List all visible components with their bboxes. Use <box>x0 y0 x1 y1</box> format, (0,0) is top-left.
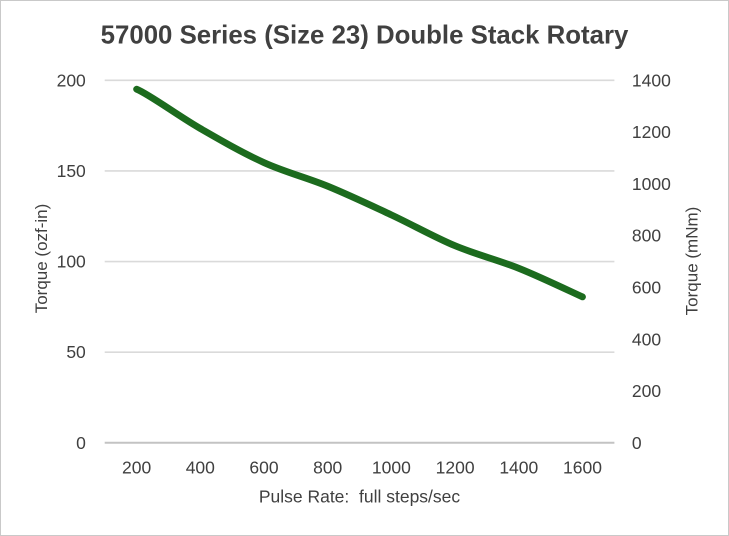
svg-text:Pulse Rate: full steps/sec: Pulse Rate: full steps/sec <box>259 486 461 506</box>
svg-text:400: 400 <box>186 458 215 478</box>
svg-text:Torque (mNm): Torque (mNm) <box>683 207 702 316</box>
svg-text:1000: 1000 <box>632 174 671 194</box>
svg-text:600: 600 <box>632 278 661 298</box>
svg-text:1200: 1200 <box>632 122 671 142</box>
svg-text:1600: 1600 <box>563 458 602 478</box>
svg-text:57000 Series (Size 23) Double: 57000 Series (Size 23) Double Stack Rota… <box>101 21 629 49</box>
svg-text:100: 100 <box>57 252 86 272</box>
svg-text:800: 800 <box>313 458 342 478</box>
svg-text:1200: 1200 <box>436 458 475 478</box>
svg-text:Torque (ozf-in): Torque (ozf-in) <box>32 204 51 314</box>
svg-text:150: 150 <box>57 161 86 181</box>
svg-text:800: 800 <box>632 226 661 246</box>
svg-text:200: 200 <box>57 70 86 90</box>
svg-text:200: 200 <box>122 458 151 478</box>
svg-text:1000: 1000 <box>372 458 411 478</box>
svg-text:400: 400 <box>632 329 661 349</box>
svg-text:1400: 1400 <box>499 458 538 478</box>
svg-text:50: 50 <box>66 342 86 362</box>
svg-text:200: 200 <box>632 381 661 401</box>
svg-text:1400: 1400 <box>632 70 671 90</box>
svg-text:600: 600 <box>249 458 278 478</box>
svg-text:0: 0 <box>632 433 642 453</box>
svg-text:0: 0 <box>76 433 86 453</box>
